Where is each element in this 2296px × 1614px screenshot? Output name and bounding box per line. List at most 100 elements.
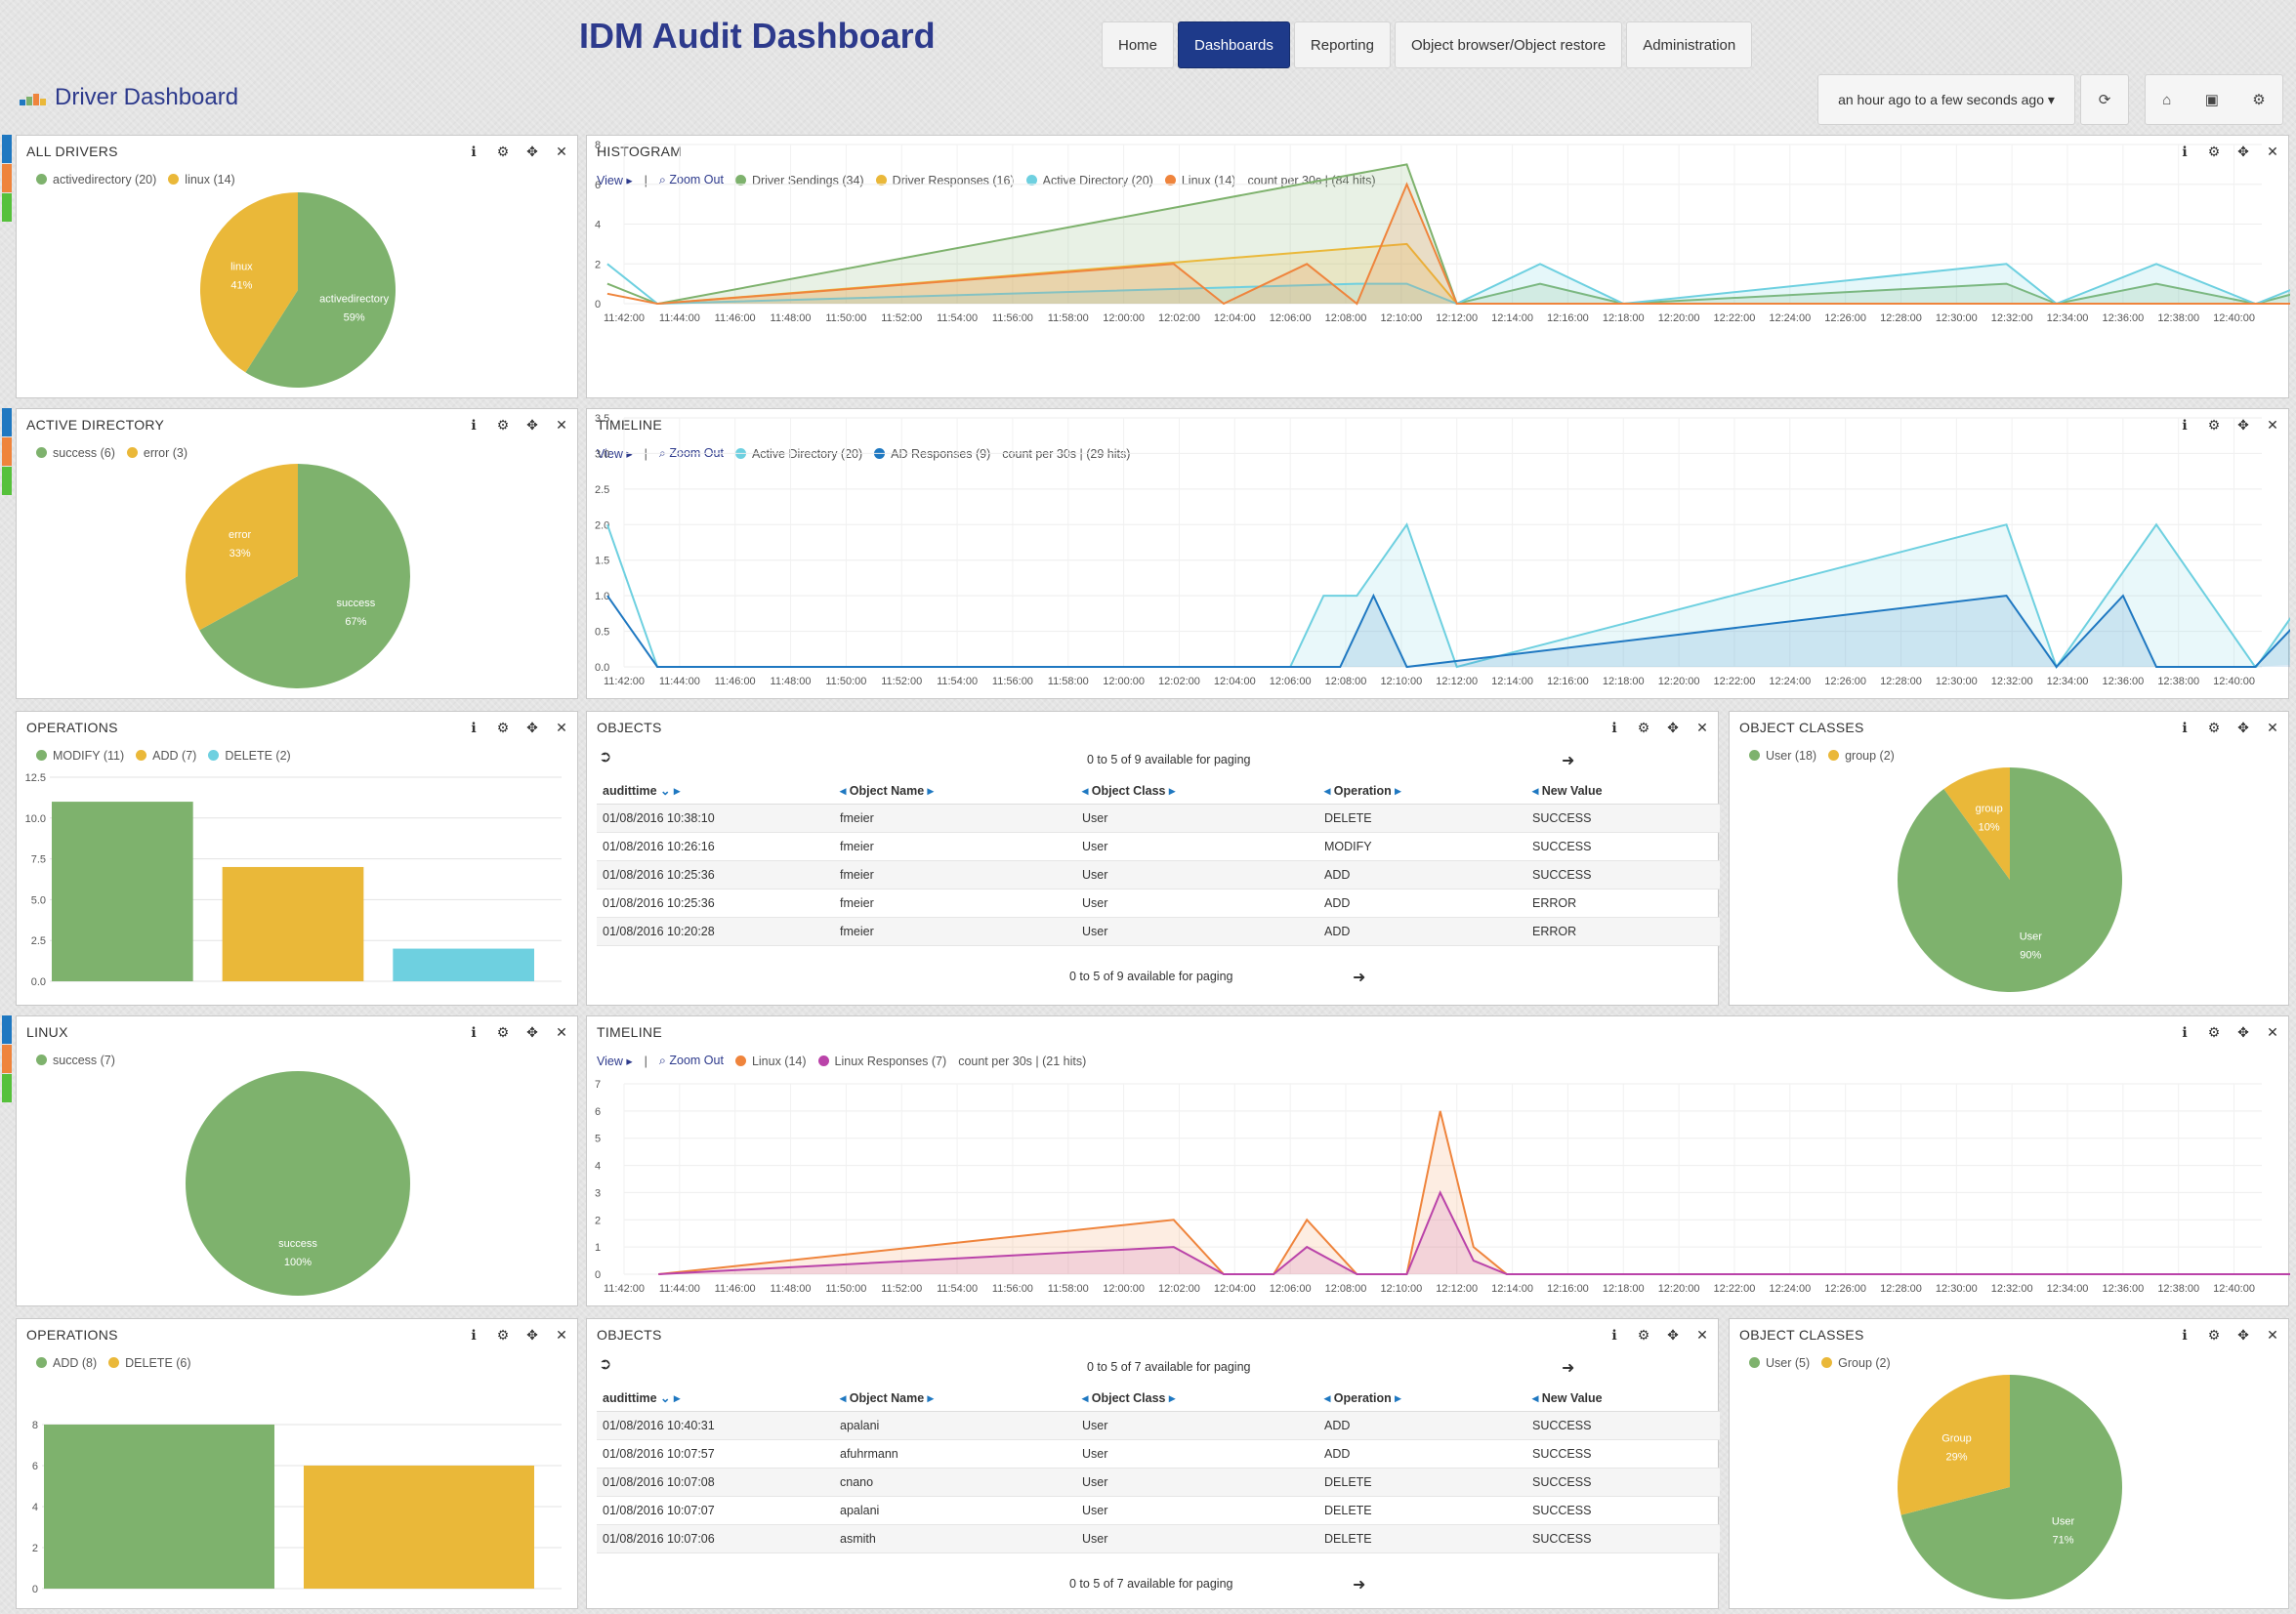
info-icon[interactable]: ℹ [2182, 720, 2188, 735]
close-icon[interactable]: ✕ [556, 1024, 567, 1040]
row-marker[interactable] [2, 1045, 12, 1073]
gear-icon[interactable]: ⚙ [496, 417, 510, 433]
nav-dashboards[interactable]: Dashboards [1178, 21, 1290, 68]
info-icon[interactable]: ℹ [471, 144, 477, 159]
row-marker[interactable] [2, 193, 12, 222]
info-icon[interactable]: ℹ [1611, 1327, 1617, 1343]
move-icon[interactable]: ✥ [526, 144, 538, 159]
legend-item[interactable]: success (7) [36, 1054, 115, 1067]
close-icon[interactable]: ✕ [556, 144, 567, 159]
legend-item[interactable]: ADD (7) [136, 749, 196, 763]
move-icon[interactable]: ✥ [1667, 720, 1679, 735]
gear-icon[interactable]: ⚙ [496, 1327, 510, 1343]
info-icon[interactable]: ℹ [2182, 144, 2188, 159]
col-new-value[interactable]: ◂ New Value [1532, 1390, 1603, 1405]
gear-icon[interactable]: ⚙ [496, 720, 510, 735]
table-row[interactable]: 01/08/2016 10:07:08 cnano User DELETE SUCCES… [597, 1469, 1720, 1497]
info-icon[interactable]: ℹ [2182, 1024, 2188, 1040]
view-menu[interactable]: View ▸ [597, 1055, 633, 1068]
legend-item[interactable]: group (2) [1828, 749, 1895, 763]
expand-icon[interactable]: ➲ [599, 749, 612, 766]
close-icon[interactable]: ✕ [556, 1327, 567, 1343]
legend-item[interactable]: Linux (14) [1164, 174, 1235, 187]
row-marker[interactable] [2, 467, 12, 495]
gear-icon[interactable]: ⚙ [2207, 144, 2221, 159]
col-new-value[interactable]: ◂ New Value [1532, 783, 1603, 798]
next-page-arrow-icon[interactable]: ➜ [1353, 1577, 1366, 1593]
col-operation[interactable]: ◂ Operation ▸ [1324, 783, 1401, 798]
legend-item[interactable]: DELETE (2) [208, 749, 291, 763]
move-icon[interactable]: ✥ [526, 720, 538, 735]
row-marker[interactable] [2, 1074, 12, 1102]
legend-item[interactable]: User (18) [1749, 749, 1816, 763]
table-row[interactable]: 01/08/2016 10:38:10 fmeier User DELETE SUCCE… [597, 805, 1720, 833]
legend-item[interactable]: ADD (8) [36, 1356, 97, 1370]
move-icon[interactable]: ✥ [2237, 417, 2249, 433]
table-row[interactable]: 01/08/2016 10:07:06 asmith User DELETE SUCCE… [597, 1525, 1720, 1553]
col-operation[interactable]: ◂ Operation ▸ [1324, 1390, 1401, 1405]
legend-item[interactable]: error (3) [126, 446, 188, 460]
legend-item[interactable]: Active Directory (20) [1025, 174, 1153, 187]
save-icon[interactable]: ▣ [2204, 92, 2219, 108]
move-icon[interactable]: ✥ [1667, 1327, 1679, 1343]
info-icon[interactable]: ℹ [471, 1327, 477, 1343]
table-row[interactable]: 01/08/2016 10:40:31 apalani User ADD SUCCESS [597, 1412, 1720, 1440]
table-row[interactable]: 01/08/2016 10:26:16 fmeier User MODIFY SUCCE… [597, 833, 1720, 861]
col-audittime[interactable]: audittime ⌄ ▸ [603, 783, 681, 798]
zoom-out-button[interactable]: ⌕ Zoom Out [658, 1054, 724, 1067]
info-icon[interactable]: ℹ [471, 1024, 477, 1040]
legend-item[interactable]: MODIFY (11) [36, 749, 124, 763]
zoom-out-button[interactable]: ⌕ Zoom Out [658, 173, 724, 186]
gear-icon[interactable]: ⚙ [2207, 1327, 2221, 1343]
legend-item[interactable]: success (6) [36, 446, 115, 460]
close-icon[interactable]: ✕ [556, 417, 567, 433]
gear-icon[interactable]: ⚙ [1637, 1327, 1650, 1343]
table-row[interactable]: 01/08/2016 10:07:07 apalani User DELETE SUCC… [597, 1497, 1720, 1525]
move-icon[interactable]: ✥ [2237, 1024, 2249, 1040]
gear-icon[interactable]: ⚙ [1637, 720, 1650, 735]
home-icon[interactable]: ⌂ [2162, 91, 2172, 108]
col-audittime[interactable]: audittime ⌄ ▸ [603, 1390, 681, 1405]
next-page-arrow-icon[interactable]: ➜ [1562, 753, 1575, 769]
col-object-class[interactable]: ◂ Object Class ▸ [1082, 783, 1176, 798]
info-icon[interactable]: ℹ [2182, 417, 2188, 433]
close-icon[interactable]: ✕ [2267, 417, 2278, 433]
move-icon[interactable]: ✥ [526, 417, 538, 433]
legend-item[interactable]: Driver Sendings (34) [734, 174, 864, 187]
close-icon[interactable]: ✕ [556, 720, 567, 735]
nav-reporting[interactable]: Reporting [1293, 21, 1391, 68]
row-marker[interactable] [2, 408, 12, 436]
move-icon[interactable]: ✥ [526, 1024, 538, 1040]
time-filter-dropdown[interactable]: an hour ago to a few seconds ago ▾ [1817, 74, 2075, 125]
info-icon[interactable]: ℹ [471, 417, 477, 433]
move-icon[interactable]: ✥ [526, 1327, 538, 1343]
legend-item[interactable]: linux (14) [168, 173, 235, 186]
legend-item[interactable]: Group (2) [1821, 1356, 1891, 1370]
view-menu[interactable]: View ▸ [597, 447, 633, 461]
row-marker[interactable] [2, 1015, 12, 1044]
move-icon[interactable]: ✥ [2237, 144, 2249, 159]
legend-item[interactable]: Linux (14) [734, 1055, 807, 1068]
gear-icon[interactable]: ⚙ [496, 144, 510, 159]
gear-icon[interactable]: ⚙ [2207, 417, 2221, 433]
legend-item[interactable]: User (5) [1749, 1356, 1810, 1370]
refresh-button[interactable]: ⟳ [2080, 74, 2129, 125]
close-icon[interactable]: ✕ [2267, 144, 2278, 159]
table-row[interactable]: 01/08/2016 10:25:36 fmeier User ADD SUCCESS [597, 861, 1720, 890]
gear-icon[interactable]: ⚙ [2207, 1024, 2221, 1040]
close-icon[interactable]: ✕ [2267, 720, 2278, 735]
legend-item[interactable]: Linux Responses (7) [817, 1055, 946, 1068]
row-marker[interactable] [2, 135, 12, 163]
table-row[interactable]: 01/08/2016 10:20:28 fmeier User ADD ERROR [597, 918, 1720, 946]
col-object-name[interactable]: ◂ Object Name ▸ [840, 783, 934, 798]
close-icon[interactable]: ✕ [1696, 1327, 1708, 1343]
settings-icon[interactable]: ⚙ [2252, 92, 2266, 108]
legend-item[interactable]: activedirectory (20) [36, 173, 156, 186]
col-object-name[interactable]: ◂ Object Name ▸ [840, 1390, 934, 1405]
info-icon[interactable]: ℹ [471, 720, 477, 735]
nav-object-browser[interactable]: Object browser/Object restore [1394, 21, 1623, 68]
expand-icon[interactable]: ➲ [599, 1356, 612, 1373]
gear-icon[interactable]: ⚙ [2207, 720, 2221, 735]
gear-icon[interactable]: ⚙ [496, 1024, 510, 1040]
row-marker[interactable] [2, 164, 12, 192]
